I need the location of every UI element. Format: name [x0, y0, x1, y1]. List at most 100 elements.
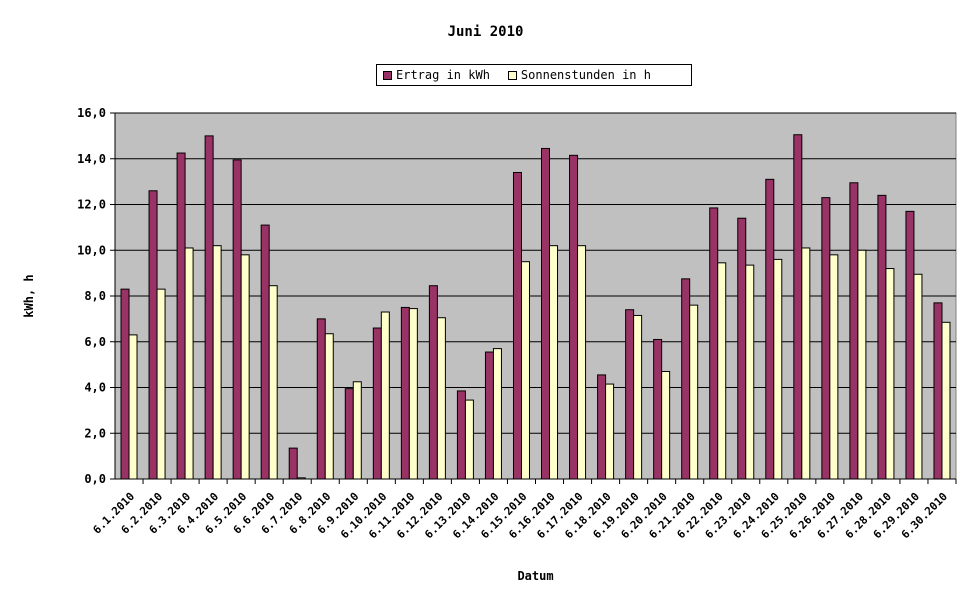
x-tick-label: 6.27.2010 — [815, 490, 866, 541]
x-tick-label: 6.16.2010 — [506, 490, 557, 541]
bar-sonnenstunden — [745, 264, 755, 480]
bar-sonnenstunden — [829, 254, 839, 480]
x-tick-label: 6.10.2010 — [338, 490, 389, 541]
bar-sonnenstunden — [184, 247, 194, 480]
bar-ertrag — [793, 134, 803, 480]
bar-sonnenstunden — [436, 317, 446, 480]
x-tick-label: 6.19.2010 — [590, 490, 641, 541]
bar-ertrag — [625, 309, 635, 480]
legend-item-sonnenstunden: Sonnenstunden in h — [502, 68, 651, 82]
bar-sonnenstunden — [156, 288, 166, 480]
bar-sonnenstunden — [801, 247, 811, 480]
bar-sonnenstunden — [913, 273, 923, 480]
y-tick-label: 4,0 — [84, 381, 106, 395]
bar-ertrag — [176, 152, 186, 480]
bar-ertrag — [877, 194, 887, 480]
x-tick-label: 6.12.2010 — [394, 490, 445, 541]
bar-ertrag — [512, 171, 522, 480]
bar-ertrag — [737, 217, 747, 480]
bar-ertrag — [849, 182, 859, 480]
legend: Ertrag in kWh Sonnenstunden in h — [376, 64, 692, 86]
x-tick-label: 6.5.2010 — [203, 490, 250, 537]
bar-ertrag — [372, 327, 382, 480]
bar-ertrag — [428, 285, 438, 480]
bar-sonnenstunden — [296, 477, 306, 480]
bar-ertrag — [484, 351, 494, 480]
y-axis-label: kWh, h — [22, 274, 36, 317]
y-tick-label: 16,0 — [77, 106, 106, 120]
bar-sonnenstunden — [492, 348, 502, 480]
x-tick-label: 6.15.2010 — [478, 490, 529, 541]
bar-sonnenstunden — [605, 383, 615, 480]
legend-item-ertrag: Ertrag in kWh — [377, 68, 490, 82]
legend-label-sonnenstunden: Sonnenstunden in h — [520, 68, 651, 82]
bar-ertrag — [456, 390, 466, 480]
bar-sonnenstunden — [549, 245, 559, 480]
legend-label-ertrag: Ertrag in kWh — [396, 68, 490, 82]
x-tick-label: 6.23.2010 — [703, 490, 754, 541]
bar-sonnenstunden — [633, 314, 643, 480]
bar-ertrag — [288, 447, 298, 480]
x-tick-label: 6.6.2010 — [231, 490, 278, 537]
bar-sonnenstunden — [408, 308, 418, 480]
y-tick-label: 0,0 — [84, 472, 106, 486]
y-tick-label: 6,0 — [84, 335, 106, 349]
bar-ertrag — [569, 154, 579, 480]
bar-ertrag — [344, 388, 354, 480]
bar-ertrag — [681, 278, 691, 480]
bar-sonnenstunden — [464, 399, 474, 480]
x-tick-label: 6.4.2010 — [175, 490, 222, 537]
legend-swatch-sonnenstunden — [507, 70, 517, 80]
x-tick-label: 6.7.2010 — [259, 490, 306, 537]
x-axis-label: Datum — [517, 569, 553, 583]
bar-ertrag — [905, 210, 915, 480]
bar-sonnenstunden — [717, 262, 727, 480]
bar-sonnenstunden — [240, 254, 250, 480]
chart-title: Juni 2010 — [447, 24, 524, 40]
bar-sonnenstunden — [212, 245, 222, 480]
x-tick-label: 6.20.2010 — [618, 490, 669, 541]
bar-ertrag — [821, 197, 831, 480]
x-tick-label: 6.28.2010 — [843, 490, 894, 541]
bar-ertrag — [653, 338, 663, 480]
x-tick-label: 6.11.2010 — [366, 490, 417, 541]
bar-ertrag — [260, 224, 270, 480]
bar-ertrag — [148, 190, 158, 480]
x-tick-label: 6.3.2010 — [147, 490, 194, 537]
x-tick-label: 6.29.2010 — [871, 490, 922, 541]
x-tick-label: 6.8.2010 — [287, 490, 334, 537]
x-tick-label: 6.25.2010 — [759, 490, 810, 541]
bar-ertrag — [597, 374, 607, 480]
x-tick-label: 6.1.2010 — [90, 490, 137, 537]
bar-sonnenstunden — [857, 249, 867, 480]
bar-sonnenstunden — [689, 304, 699, 480]
bar-sonnenstunden — [324, 333, 334, 480]
legend-swatch-ertrag — [383, 70, 392, 80]
x-tick-label: 6.22.2010 — [674, 490, 725, 541]
bar-sonnenstunden — [577, 245, 587, 480]
x-tick-label: 6.30.2010 — [899, 490, 950, 541]
y-tick-label: 12,0 — [77, 198, 106, 212]
bar-sonnenstunden — [520, 261, 530, 480]
y-tick-label: 10,0 — [77, 243, 106, 257]
y-tick-label: 2,0 — [84, 426, 106, 440]
x-tick-label: 6.2.2010 — [119, 490, 166, 537]
bar-sonnenstunden — [661, 370, 671, 480]
x-tick-label: 6.13.2010 — [422, 490, 473, 541]
bar-ertrag — [541, 147, 551, 480]
x-tick-label: 6.24.2010 — [731, 490, 782, 541]
x-tick-label: 6.9.2010 — [315, 490, 362, 537]
bar-sonnenstunden — [268, 285, 278, 480]
bar-sonnenstunden — [885, 268, 895, 480]
bar-ertrag — [232, 159, 242, 480]
bar-sonnenstunden — [941, 321, 951, 480]
bar-ertrag — [709, 207, 719, 480]
bar-ertrag — [204, 135, 214, 480]
bar-ertrag — [400, 306, 410, 480]
y-tick-label: 8,0 — [84, 289, 106, 303]
bar-ertrag — [120, 288, 130, 480]
bar-ertrag — [933, 302, 943, 480]
x-tick-label: 6.18.2010 — [562, 490, 613, 541]
